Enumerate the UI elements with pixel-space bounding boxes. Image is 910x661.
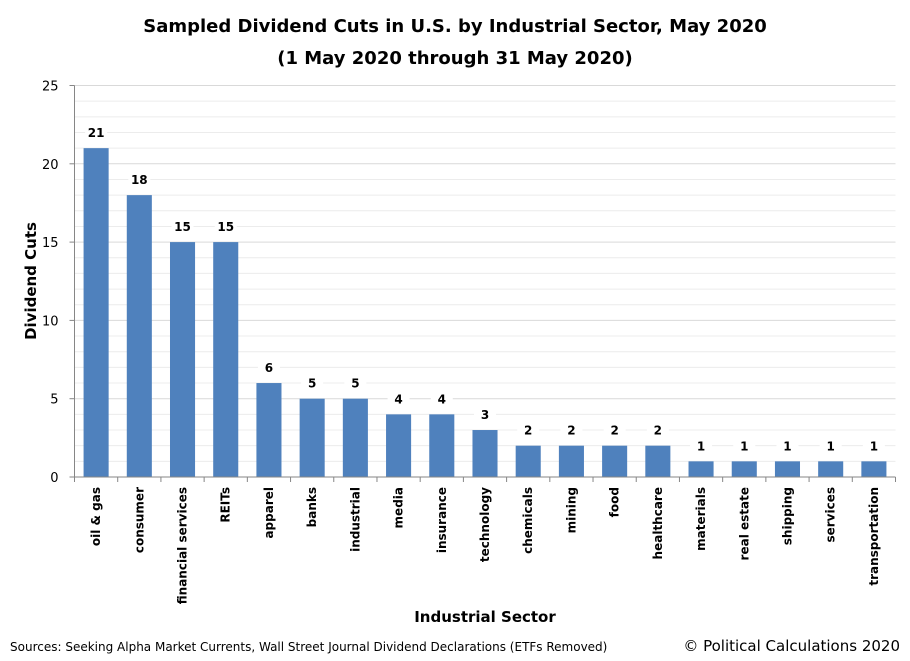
data-label: 4 xyxy=(394,392,402,406)
data-label: 21 xyxy=(88,126,105,140)
bar-services xyxy=(818,461,844,477)
x-tick-label: shipping xyxy=(780,487,794,545)
data-label-bg xyxy=(517,422,540,437)
data-label: 1 xyxy=(870,439,878,453)
bar-banks xyxy=(299,398,325,477)
data-label: 18 xyxy=(131,173,148,187)
data-label: 2 xyxy=(610,424,618,438)
data-label-bg xyxy=(301,375,324,390)
data-label-bg xyxy=(85,125,108,140)
x-tick-label: technology xyxy=(478,487,492,562)
x-tick-label: media xyxy=(392,487,406,528)
data-label: 1 xyxy=(783,439,791,453)
data-label: 6 xyxy=(265,361,273,375)
data-label-bg xyxy=(733,438,756,453)
data-label: 1 xyxy=(740,439,748,453)
data-label-bg xyxy=(344,375,367,390)
x-tick-label: transportation xyxy=(867,487,881,586)
data-label-bg xyxy=(862,438,885,453)
x-tick-label: chemicals xyxy=(521,487,535,554)
data-label-bg xyxy=(214,219,237,234)
data-label-bg xyxy=(387,391,410,406)
bar-media xyxy=(386,414,412,477)
x-tick-label: banks xyxy=(305,487,319,527)
data-label-bg xyxy=(474,407,496,422)
bar-shipping xyxy=(774,461,801,477)
bar-industrial xyxy=(342,398,368,477)
x-tick-label: oil & gas xyxy=(89,487,103,546)
chart-title: Sampled Dividend Cuts in U.S. by Industr… xyxy=(143,16,767,37)
data-label: 2 xyxy=(524,424,532,438)
bar-mining xyxy=(558,445,584,477)
x-axis-label: Industrial Sector xyxy=(414,608,556,626)
bar-technology xyxy=(472,430,498,477)
y-axis-label: Dividend Cuts xyxy=(22,222,40,340)
x-tick-label: apparel xyxy=(262,487,276,539)
data-label-bg xyxy=(646,422,669,437)
data-label: 2 xyxy=(654,424,662,438)
data-label: 2 xyxy=(567,424,575,438)
x-tick-label: industrial xyxy=(348,487,362,552)
data-label: 15 xyxy=(217,220,234,234)
x-tick-label: services xyxy=(824,487,838,543)
bar-consumer xyxy=(126,195,152,477)
data-label: 1 xyxy=(827,439,835,453)
x-tick-label: mining xyxy=(564,487,578,533)
y-tick-label: 25 xyxy=(42,80,59,95)
data-label-bg xyxy=(690,438,713,453)
bar-real-estate xyxy=(731,461,757,477)
bar-food xyxy=(602,445,628,477)
data-label-bg xyxy=(128,172,151,187)
data-label: 5 xyxy=(351,377,359,391)
data-label-bg xyxy=(560,422,583,437)
bar-healthcare xyxy=(645,445,671,477)
bar-transportation xyxy=(861,461,887,477)
y-tick-label: 10 xyxy=(42,314,59,329)
y-tick-label: 5 xyxy=(50,393,58,408)
bar-apparel xyxy=(256,383,282,477)
bar-insurance xyxy=(429,414,455,477)
data-label: 3 xyxy=(481,408,489,422)
bar-materials xyxy=(688,461,714,477)
x-tick-label: real estate xyxy=(737,487,751,560)
data-label-bg xyxy=(171,219,194,234)
data-label: 1 xyxy=(697,439,705,453)
bar-financial-services xyxy=(169,242,196,477)
x-tick-label: food xyxy=(608,487,622,517)
data-label-bg xyxy=(257,360,280,375)
copyright-note: © Political Calculations 2020 xyxy=(683,637,900,655)
y-tick-label: 15 xyxy=(42,236,59,251)
data-label: 15 xyxy=(174,220,191,234)
sources-note: Sources: Seeking Alpha Market Currents, … xyxy=(10,640,607,654)
chart-subtitle: (1 May 2020 through 31 May 2020) xyxy=(277,48,632,69)
bar-oil-gas xyxy=(83,148,109,477)
y-tick-label: 20 xyxy=(42,158,59,173)
bar-chemicals xyxy=(515,445,541,477)
data-label: 4 xyxy=(438,392,446,406)
y-tick-label: 0 xyxy=(50,471,58,486)
data-label-bg xyxy=(819,438,842,453)
x-tick-label: materials xyxy=(694,487,708,551)
x-tick-label: financial services xyxy=(176,487,190,604)
x-tick-label: consumer xyxy=(132,487,146,553)
data-label-bg xyxy=(603,422,626,437)
data-label-bg xyxy=(430,391,453,406)
bar-reits xyxy=(213,242,239,477)
x-tick-label: healthcare xyxy=(651,487,665,559)
x-tick-label: REITs xyxy=(219,487,233,523)
x-tick-label: insurance xyxy=(435,487,449,553)
data-label: 5 xyxy=(308,377,316,391)
data-label-bg xyxy=(776,438,799,453)
